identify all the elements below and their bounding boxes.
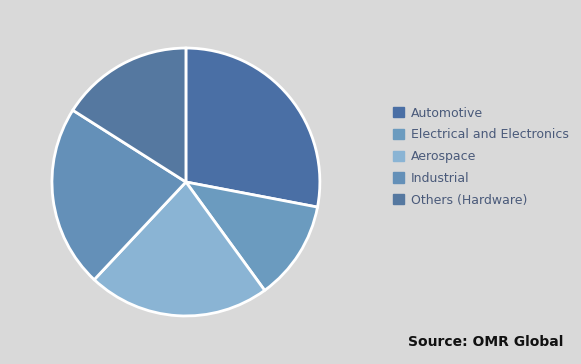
Wedge shape bbox=[186, 182, 317, 290]
Text: Source: OMR Global: Source: OMR Global bbox=[408, 336, 564, 349]
Legend: Automotive, Electrical and Electronics, Aerospace, Industrial, Others (Hardware): Automotive, Electrical and Electronics, … bbox=[387, 100, 575, 213]
Wedge shape bbox=[73, 48, 186, 182]
Wedge shape bbox=[94, 182, 265, 316]
Wedge shape bbox=[186, 48, 320, 207]
Wedge shape bbox=[52, 110, 186, 280]
